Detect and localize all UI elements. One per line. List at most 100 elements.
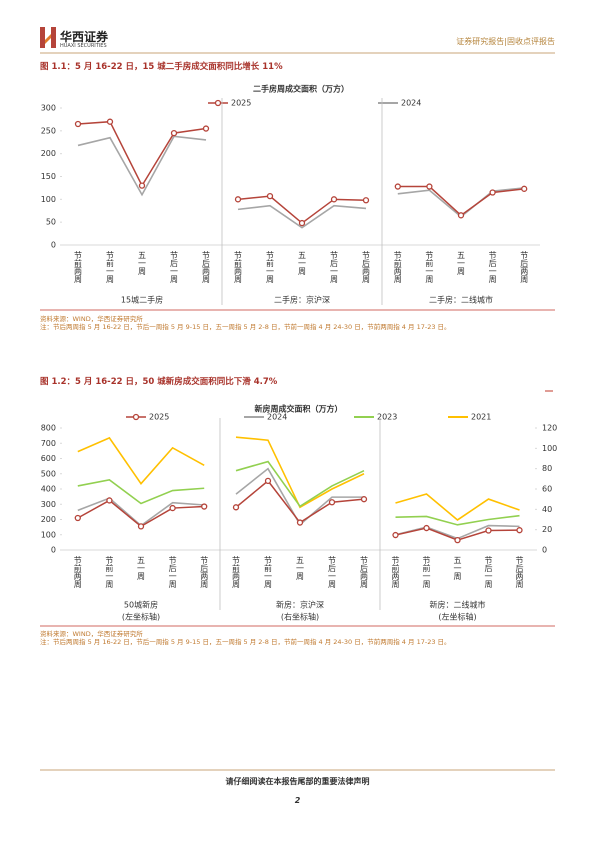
- series-line: [235, 436, 365, 509]
- data-point: [74, 120, 82, 128]
- x-tick-label: 节后一周: [484, 556, 493, 589]
- series-line: [237, 195, 367, 225]
- series-line: [395, 524, 520, 540]
- logo-bar: [51, 27, 56, 48]
- x-tick-label: 节前两周: [391, 556, 400, 589]
- y-tick-label: 300: [41, 104, 56, 113]
- x-tick-label: 节后两周: [200, 556, 209, 589]
- y-tick-label: 600: [41, 454, 56, 463]
- data-point: [201, 503, 208, 510]
- data-point: [169, 504, 176, 512]
- x-tick-label: 节后一周: [170, 251, 179, 284]
- y-tick-label: 150: [41, 172, 56, 181]
- panel-label: 二手房：二线城市: [429, 295, 493, 305]
- x-tick-label: 节后一周: [330, 251, 339, 284]
- data-point: [202, 125, 210, 132]
- data-point: [426, 183, 433, 190]
- figure-title: 图 1.2：5 月 16-22 日，50 城新房成交面积同比下滑 4.7%: [40, 377, 278, 387]
- y-tick-label: 400: [41, 485, 56, 494]
- legend-label: 2021: [471, 413, 491, 422]
- y-tick-label: 0: [51, 546, 56, 555]
- page-number: 2: [294, 796, 301, 805]
- y-tick-label: 700: [41, 439, 56, 448]
- x-tick-label: 节前两周: [73, 556, 82, 589]
- data-point: [330, 196, 338, 203]
- data-point: [234, 196, 242, 203]
- chart-title: 新房周成交面积（万方）: [255, 404, 343, 414]
- x-tick-label: 节前一周: [422, 556, 431, 589]
- x-tick-label: 节后两周: [202, 251, 211, 284]
- data-point: [521, 185, 528, 192]
- data-point: [264, 477, 272, 485]
- x-tick-label: 节前一周: [264, 556, 273, 589]
- data-point: [392, 531, 399, 539]
- y-tick-label: 100: [41, 530, 56, 539]
- series-line: [77, 135, 207, 197]
- series-line: [235, 479, 365, 524]
- x-tick-label: 节后一周: [168, 556, 177, 589]
- x-tick-label: 节前一周: [105, 556, 114, 589]
- data-point: [516, 527, 523, 534]
- brand-en: HUAXI SECURITIES: [60, 43, 107, 49]
- data-point: [296, 519, 304, 526]
- panel-label: 50城新房: [124, 600, 158, 610]
- data-point: [232, 504, 240, 511]
- data-point: [106, 497, 113, 504]
- panel-label: 二手房：京沪深: [274, 295, 330, 305]
- data-point: [106, 118, 114, 125]
- data-point: [138, 182, 146, 189]
- figure-source: 资料来源：WIND，华西证券研究所: [40, 630, 143, 638]
- series-line: [395, 493, 520, 521]
- logo-bar: [40, 27, 45, 48]
- y2-tick-label: 60: [542, 485, 552, 494]
- data-point: [298, 219, 306, 227]
- y-tick-label: 500: [41, 469, 56, 478]
- brand: 华西证券: [60, 30, 109, 44]
- y2-tick-label: 0: [542, 546, 547, 555]
- y2-tick-label: 20: [542, 525, 552, 534]
- y-tick-label: 200: [41, 149, 56, 158]
- data-point: [137, 523, 145, 530]
- x-tick-label: 五一周: [453, 556, 462, 581]
- x-tick-label: 节后一周: [488, 251, 497, 284]
- y-tick-label: 800: [41, 424, 56, 433]
- legend-label: 2024: [267, 413, 287, 422]
- x-tick-label: 节后两周: [362, 251, 371, 284]
- x-tick-label: 节后两周: [360, 556, 369, 589]
- series-line: [77, 120, 207, 188]
- y-tick-label: 250: [41, 126, 56, 135]
- figure-note: 注：节后两周指 5 月 16-22 日，节后一周指 5 月 9-15 日，五一周…: [40, 323, 451, 331]
- x-tick-label: 节前一周: [106, 251, 115, 284]
- disclaimer: 请仔细阅读在本报告尾部的重要法律声明: [225, 777, 370, 786]
- data-point: [170, 129, 178, 137]
- data-point: [74, 514, 81, 522]
- y-tick-label: 200: [41, 515, 56, 524]
- x-tick-label: 五一周: [138, 251, 147, 276]
- y-tick-label: 0: [51, 241, 56, 250]
- figure-note: 注：节后两周指 5 月 16-22 日，节后一周指 5 月 9-15 日，五一周…: [40, 638, 451, 646]
- series-line: [235, 467, 364, 526]
- x-tick-label: 节前两周: [393, 251, 402, 284]
- data-point: [457, 212, 465, 219]
- legend-label: 2025: [149, 413, 169, 422]
- x-tick-label: 节前两周: [234, 251, 243, 284]
- panel-axis-note: (左坐标轴): [122, 612, 160, 622]
- data-point: [454, 536, 461, 544]
- panel-axis-note: (左坐标轴): [438, 612, 476, 622]
- y2-tick-label: 40: [542, 505, 552, 514]
- series-line: [77, 497, 205, 527]
- legend-label: 2023: [377, 413, 397, 422]
- legend-label: 2024: [401, 99, 421, 108]
- x-tick-label: 节前一周: [425, 251, 434, 284]
- y2-tick-label: 100: [542, 444, 557, 453]
- x-tick-label: 节后两周: [515, 556, 524, 589]
- y-tick-label: 300: [41, 500, 56, 509]
- x-tick-label: 五一周: [296, 556, 305, 581]
- data-point: [360, 496, 368, 503]
- series-line: [395, 514, 520, 526]
- figure-source: 资料来源：WIND，华西证券研究所: [40, 315, 143, 323]
- logo-stroke: [45, 34, 51, 44]
- series-line: [235, 460, 365, 508]
- x-tick-label: 五一周: [457, 251, 466, 276]
